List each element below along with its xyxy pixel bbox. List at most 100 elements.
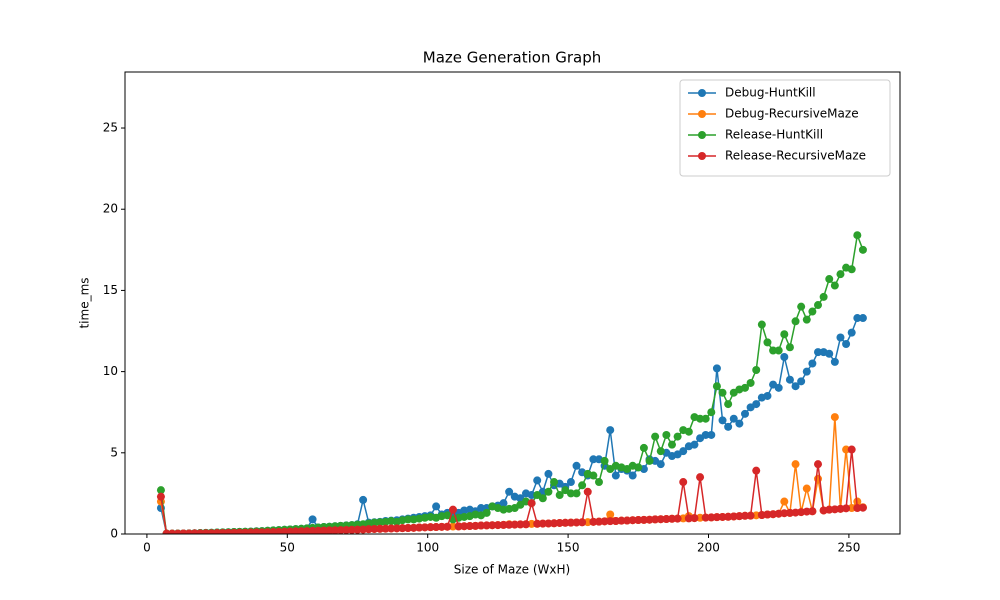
point: [785, 343, 794, 352]
point: [493, 521, 502, 530]
point: [572, 461, 581, 470]
point: [785, 375, 794, 384]
point: [594, 478, 603, 487]
y-tick-label: 25: [103, 121, 118, 135]
point: [639, 443, 648, 452]
x-tick-label: 0: [143, 541, 151, 555]
point: [802, 367, 811, 376]
point: [505, 487, 514, 496]
legend-label: Debug-HuntKill: [725, 86, 816, 100]
point: [415, 523, 424, 532]
x-tick-label: 150: [557, 541, 580, 555]
point: [763, 391, 772, 400]
point: [741, 409, 749, 418]
point: [842, 504, 851, 513]
point: [825, 275, 834, 284]
x-tick-label: 200: [697, 541, 720, 555]
point: [527, 499, 536, 508]
point: [673, 514, 682, 523]
point: [572, 518, 581, 527]
point: [488, 521, 497, 530]
point: [600, 456, 609, 465]
point: [566, 489, 575, 498]
point: [578, 518, 587, 527]
point: [752, 400, 761, 409]
point: [460, 522, 469, 531]
plot-frame: [124, 71, 901, 535]
series: [156, 413, 867, 534]
series: [156, 445, 867, 534]
point: [847, 265, 856, 274]
point: [398, 524, 407, 533]
point: [701, 513, 710, 522]
point: [375, 524, 384, 533]
point: [741, 383, 749, 392]
point: [404, 523, 413, 532]
point: [606, 510, 615, 519]
point: [420, 523, 429, 532]
series-line: [160, 232, 864, 534]
point: [746, 511, 755, 520]
point: [617, 516, 626, 525]
point: [404, 515, 413, 524]
point: [465, 522, 474, 531]
point: [825, 349, 834, 358]
point: [156, 486, 165, 495]
point: [606, 426, 615, 435]
point: [741, 511, 749, 520]
point: [521, 520, 530, 529]
legend: Debug-HuntKill Debug-RecursiveMaze Release…: [679, 79, 891, 177]
point: [432, 523, 441, 532]
plot-area: [156, 231, 867, 534]
legend-marker: [698, 89, 706, 97]
point: [566, 518, 575, 527]
point: [437, 522, 446, 531]
point: [780, 497, 789, 506]
point: [774, 383, 783, 392]
point: [684, 427, 693, 436]
legend-label: Release-RecursiveMaze: [725, 149, 866, 163]
point: [769, 346, 778, 355]
point: [331, 526, 340, 534]
point: [364, 525, 373, 534]
point: [342, 525, 351, 534]
point: [707, 430, 716, 439]
point: [853, 231, 862, 240]
point: [634, 516, 643, 525]
point: [538, 494, 547, 503]
point: [606, 517, 615, 526]
y-tick-label: 5: [110, 445, 118, 459]
point: [600, 517, 609, 526]
point: [802, 484, 811, 493]
point: [510, 520, 519, 529]
point: [359, 495, 368, 504]
point: [662, 430, 671, 439]
legend-marker: [698, 152, 706, 160]
point: [696, 414, 705, 423]
point: [667, 440, 676, 449]
point: [830, 357, 839, 366]
point: [381, 524, 390, 533]
point: [527, 491, 536, 500]
point: [544, 487, 553, 496]
point: [797, 302, 806, 311]
point: [555, 491, 564, 500]
point: [544, 469, 553, 478]
point: [858, 503, 867, 512]
legend-label: Release-HuntKill: [725, 128, 823, 142]
point: [746, 378, 755, 387]
point: [673, 432, 682, 441]
point: [353, 525, 362, 534]
point: [611, 471, 620, 480]
point: [589, 471, 598, 480]
point: [842, 340, 851, 349]
point: [628, 516, 637, 525]
point: [387, 524, 396, 533]
x-axis-label: Size of Maze (WxH): [454, 563, 570, 577]
point: [679, 447, 688, 456]
point: [802, 315, 811, 324]
point: [718, 512, 727, 521]
point: [752, 365, 761, 374]
point: [499, 520, 508, 529]
